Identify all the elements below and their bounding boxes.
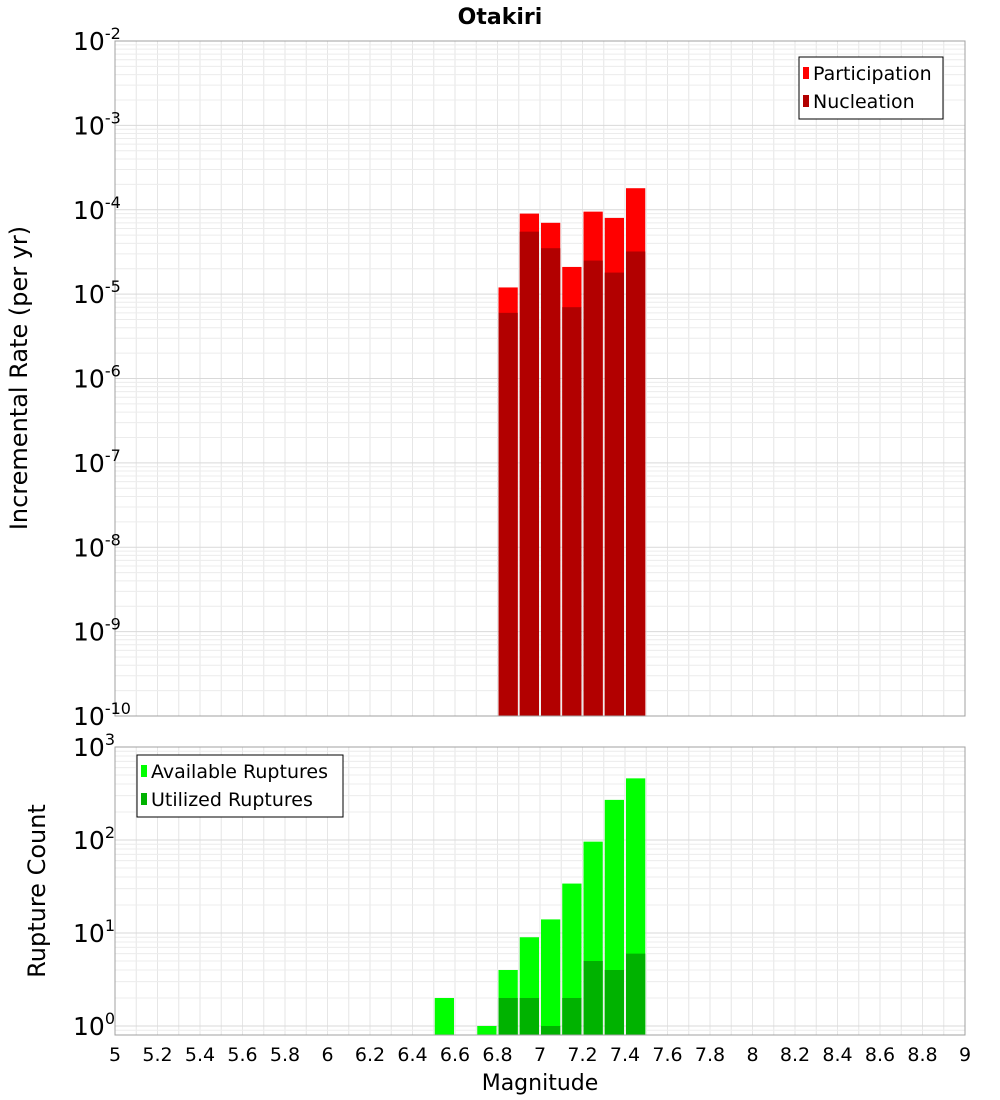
x-tick-label: 5.6 [227,1044,257,1066]
x-tick-labels: 5 5.2 5.4 5.6 5.8 6 6.2 6.4 6.6 6.8 7 7.2 7.4 7.6 7.8 8… [109,1044,971,1066]
x-tick-label: 8 [746,1044,758,1066]
bottom-plot-frame [114,746,966,1036]
bottom-bar-utilized-ruptures [519,997,539,1035]
bottom-y-tick-label: 103 [73,730,115,762]
x-tick-label: 6.6 [440,1044,470,1066]
bottom-legend-label: Available Ruptures [151,761,328,783]
top-bar-nucleation [604,272,624,716]
top-y-tick-labels: 10-10 10-9 10-8 10-7 10-6 10-5 10-4 10-3 10-2 [73,24,131,731]
x-tick-label: 7.8 [695,1044,725,1066]
x-tick-label: 5 [109,1044,121,1066]
bottom-y-axis-label: Rupture Count [23,804,51,978]
top-legend-label: Participation [813,63,932,85]
top-bar-nucleation [562,307,582,716]
bottom-bar-utilized-ruptures [541,1025,561,1035]
bottom-gridlines [114,747,966,1036]
x-tick-label: 7.4 [610,1044,640,1066]
top-y-tick-label: 10-10 [73,699,131,731]
top-legend-swatch [803,95,809,107]
x-tick-label: 6.4 [397,1044,427,1066]
bottom-y-tick-label: 102 [73,823,115,855]
top-legend-box [798,56,944,120]
top-bar-nucleation [626,251,646,716]
top-y-axis-label: Incremental Rate (per yr) [5,226,33,530]
top-bars [498,188,646,717]
top-legend: Participation Nucleation [798,56,944,120]
bottom-bar-available-ruptures [477,1025,497,1035]
x-tick-label: 5.8 [270,1044,300,1066]
top-bar-nucleation [541,248,561,717]
bottom-bars [434,778,646,1035]
x-tick-label: 6 [321,1044,333,1066]
x-tick-label: 8.4 [822,1044,852,1066]
bottom-bar-utilized-ruptures [604,969,624,1035]
bottom-legend-swatch [141,793,147,805]
top-y-tick-label: 10-7 [73,446,121,478]
top-plot-panel: 10-10 10-9 10-8 10-7 10-6 10-5 10-4 10-3 10-2 Par… [73,24,966,731]
top-y-tick-label: 10-2 [73,24,121,56]
bottom-bar-available-ruptures [434,997,454,1035]
bottom-bar-available-ruptures [562,883,582,1035]
top-bar-nucleation [498,312,518,716]
x-tick-label: 7.6 [652,1044,682,1066]
bottom-y-tick-labels: 100 101 102 103 [73,730,115,1041]
bottom-bar-utilized-ruptures [626,953,646,1035]
x-tick-label: 9 [959,1044,971,1066]
top-y-tick-label: 10-6 [73,362,121,394]
top-bar-nucleation [583,260,603,716]
top-y-tick-label: 10-8 [73,530,121,562]
x-tick-label: 5.4 [185,1044,215,1066]
x-tick-label: 8.8 [907,1044,937,1066]
top-y-tick-label: 10-5 [73,277,121,309]
top-legend-label: Nucleation [813,91,915,113]
top-y-tick-label: 10-4 [73,193,121,225]
top-legend-swatch [803,67,809,79]
top-gridlines [114,41,966,717]
bottom-bar-available-ruptures [541,919,561,1035]
top-y-tick-label: 10-3 [73,108,121,140]
bottom-legend-label: Utilized Ruptures [151,789,313,811]
bottom-bar-utilized-ruptures [583,960,603,1035]
bottom-bar-utilized-ruptures [562,997,582,1035]
bottom-legend-swatch [141,765,147,777]
bottom-bar-utilized-ruptures [498,997,518,1035]
bottom-legend: Available Ruptures Utilized Ruptures [136,754,344,818]
x-tick-label: 7 [534,1044,546,1066]
bottom-y-tick-label: 100 [73,1009,115,1041]
top-y-tick-label: 10-9 [73,615,121,647]
top-plot-frame [114,40,966,717]
x-tick-label: 8.2 [780,1044,810,1066]
x-tick-label: 6.8 [482,1044,512,1066]
bottom-y-tick-label: 101 [73,916,115,948]
x-tick-label: 8.6 [865,1044,895,1066]
x-axis-label: Magnitude [482,1071,599,1096]
chart-title: Otakiri [458,5,543,30]
top-bar-nucleation [519,231,539,716]
x-tick-label: 7.2 [567,1044,597,1066]
x-tick-label: 6.2 [355,1044,385,1066]
bottom-legend-box [136,754,344,818]
x-tick-label: 5.2 [142,1044,172,1066]
